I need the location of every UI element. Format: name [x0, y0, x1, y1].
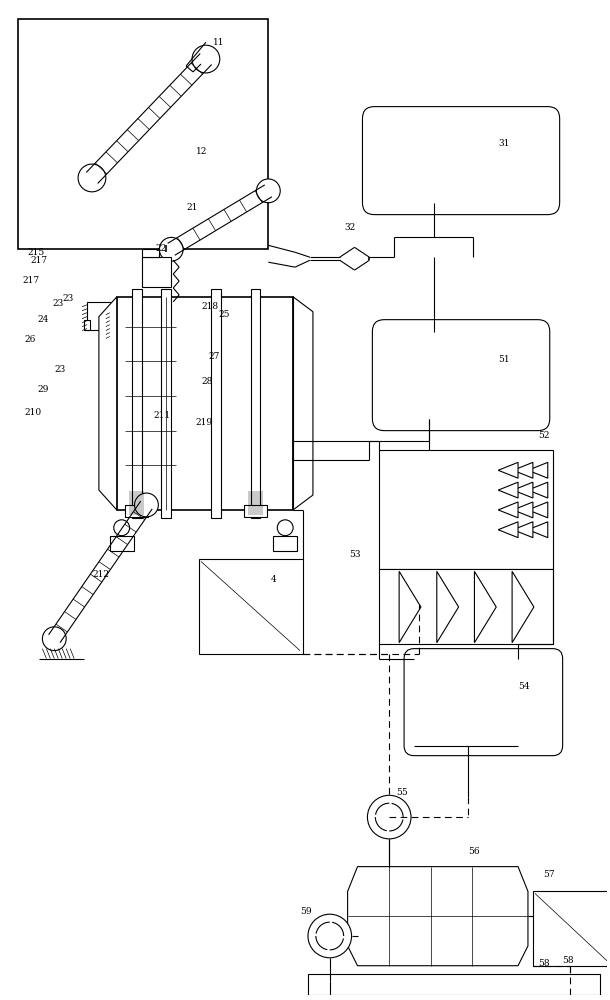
- FancyBboxPatch shape: [404, 649, 562, 756]
- Text: 25: 25: [219, 310, 231, 319]
- Text: 23: 23: [54, 365, 65, 374]
- FancyBboxPatch shape: [372, 320, 550, 431]
- Text: 32: 32: [345, 223, 356, 232]
- Text: 217: 217: [30, 256, 48, 265]
- Bar: [84, 320, 90, 330]
- Bar: [124, 505, 148, 517]
- Circle shape: [78, 164, 106, 192]
- Bar: [87, 302, 115, 330]
- Text: 59: 59: [300, 907, 312, 916]
- Circle shape: [278, 520, 293, 536]
- Text: 26: 26: [24, 335, 36, 344]
- Bar: [110, 310, 140, 337]
- Polygon shape: [498, 522, 518, 538]
- Text: 218: 218: [201, 302, 218, 311]
- Text: 27: 27: [209, 352, 220, 361]
- Bar: [379, 569, 553, 644]
- Polygon shape: [513, 482, 533, 498]
- Circle shape: [308, 914, 351, 958]
- Bar: [132, 289, 142, 518]
- Text: 54: 54: [518, 682, 529, 691]
- Polygon shape: [293, 297, 313, 510]
- Circle shape: [256, 179, 280, 203]
- Text: 31: 31: [498, 139, 509, 148]
- Text: 29: 29: [37, 385, 49, 394]
- Text: 215: 215: [27, 248, 45, 257]
- Text: 211: 211: [153, 411, 171, 420]
- Bar: [533, 891, 610, 966]
- Polygon shape: [99, 297, 117, 510]
- Text: 58: 58: [562, 956, 574, 965]
- Bar: [251, 289, 260, 518]
- Bar: [211, 289, 221, 518]
- Polygon shape: [513, 502, 533, 518]
- FancyBboxPatch shape: [362, 107, 559, 215]
- Bar: [199, 559, 303, 654]
- Bar: [142, 257, 171, 287]
- Circle shape: [135, 493, 159, 517]
- Polygon shape: [475, 571, 497, 643]
- Polygon shape: [528, 502, 548, 518]
- Text: 21: 21: [186, 203, 198, 212]
- Text: 51: 51: [498, 355, 510, 364]
- Text: 12: 12: [196, 147, 207, 156]
- Polygon shape: [498, 482, 518, 498]
- Polygon shape: [512, 571, 534, 643]
- Polygon shape: [513, 462, 533, 478]
- Polygon shape: [528, 522, 548, 538]
- Bar: [243, 505, 267, 517]
- Bar: [110, 536, 134, 551]
- Text: 11: 11: [213, 38, 224, 47]
- Circle shape: [192, 45, 220, 73]
- Polygon shape: [528, 462, 548, 478]
- Text: 23: 23: [52, 299, 63, 308]
- Polygon shape: [513, 522, 533, 538]
- Text: 57: 57: [543, 870, 554, 879]
- Bar: [273, 536, 297, 551]
- Circle shape: [43, 627, 66, 651]
- Text: 58: 58: [538, 959, 550, 968]
- Text: 53: 53: [350, 550, 361, 559]
- Polygon shape: [348, 867, 528, 966]
- Bar: [379, 450, 553, 569]
- Circle shape: [159, 237, 183, 261]
- Polygon shape: [498, 462, 518, 478]
- Circle shape: [113, 520, 129, 536]
- Text: 23: 23: [62, 294, 73, 303]
- Text: 28: 28: [201, 377, 212, 386]
- Text: 212: 212: [92, 570, 109, 579]
- Text: 210: 210: [24, 408, 41, 417]
- Text: 52: 52: [538, 431, 550, 440]
- Bar: [18, 19, 268, 249]
- Text: 219: 219: [195, 418, 212, 427]
- Text: 22: 22: [156, 244, 167, 253]
- Bar: [142, 249, 159, 257]
- Polygon shape: [498, 502, 518, 518]
- Bar: [117, 297, 293, 510]
- Bar: [308, 974, 600, 995]
- Text: 4: 4: [270, 575, 276, 584]
- Text: 217: 217: [23, 276, 40, 285]
- Polygon shape: [399, 571, 421, 643]
- Bar: [161, 289, 171, 518]
- Polygon shape: [437, 571, 459, 643]
- Circle shape: [367, 795, 411, 839]
- Text: 24: 24: [37, 315, 49, 324]
- Text: 55: 55: [396, 788, 408, 797]
- Text: 56: 56: [468, 847, 480, 856]
- Polygon shape: [528, 482, 548, 498]
